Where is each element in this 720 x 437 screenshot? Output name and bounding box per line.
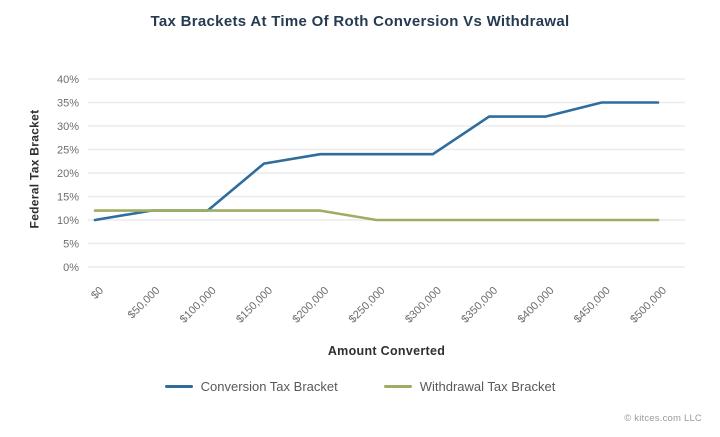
y-tick-label: 5% — [63, 239, 79, 251]
y-tick-label: 25% — [57, 145, 79, 157]
x-tick-label: $0 — [89, 285, 106, 302]
series-line-1 — [93, 209, 660, 222]
x-tick-label: $300,000 — [403, 285, 444, 326]
y-tick-label: 20% — [57, 168, 79, 180]
plot-area: 0% 5% 10% 15% 20% 25% 30% 35% 40% $0 $50,000 $100,0… — [57, 74, 685, 326]
x-tick-label: $400,000 — [516, 285, 557, 326]
legend-label-conversion: Conversion Tax Bracket — [200, 379, 338, 394]
x-tick-label: $150,000 — [234, 285, 275, 326]
x-tick-label: $500,000 — [628, 285, 669, 326]
x-axis-title: Amount Converted — [327, 344, 446, 358]
x-tick-label: $450,000 — [572, 285, 613, 326]
x-tick-label: $250,000 — [347, 285, 388, 326]
legend-label-withdrawal: Withdrawal Tax Bracket — [419, 379, 556, 394]
x-tick-label: $100,000 — [178, 285, 219, 326]
series-line-0 — [93, 101, 660, 222]
x-tick-label: $350,000 — [459, 285, 500, 326]
y-tick-label: 30% — [57, 121, 79, 133]
y-tick-label: 35% — [57, 98, 79, 110]
x-tick-label: $200,000 — [290, 285, 331, 326]
y-tick-label: 15% — [57, 192, 79, 204]
withdrawal-line-swatch-icon — [383, 385, 412, 388]
legend-item-withdrawal: Withdrawal Tax Bracket — [383, 379, 556, 394]
copyright-attribution: © kitces.com LLC — [624, 413, 702, 424]
conversion-line-swatch-icon — [164, 385, 193, 388]
y-tick-label: 0% — [63, 262, 79, 274]
chart-title: Tax Brackets At Time Of Roth Conversion … — [150, 13, 570, 30]
y-tick-label: 10% — [57, 215, 79, 227]
legend: Conversion Tax Bracket Withdrawal Tax Br… — [0, 379, 720, 394]
legend-item-conversion: Conversion Tax Bracket — [164, 379, 338, 394]
y-tick-label: 40% — [57, 74, 79, 86]
x-tick-label: $50,000 — [126, 285, 163, 322]
